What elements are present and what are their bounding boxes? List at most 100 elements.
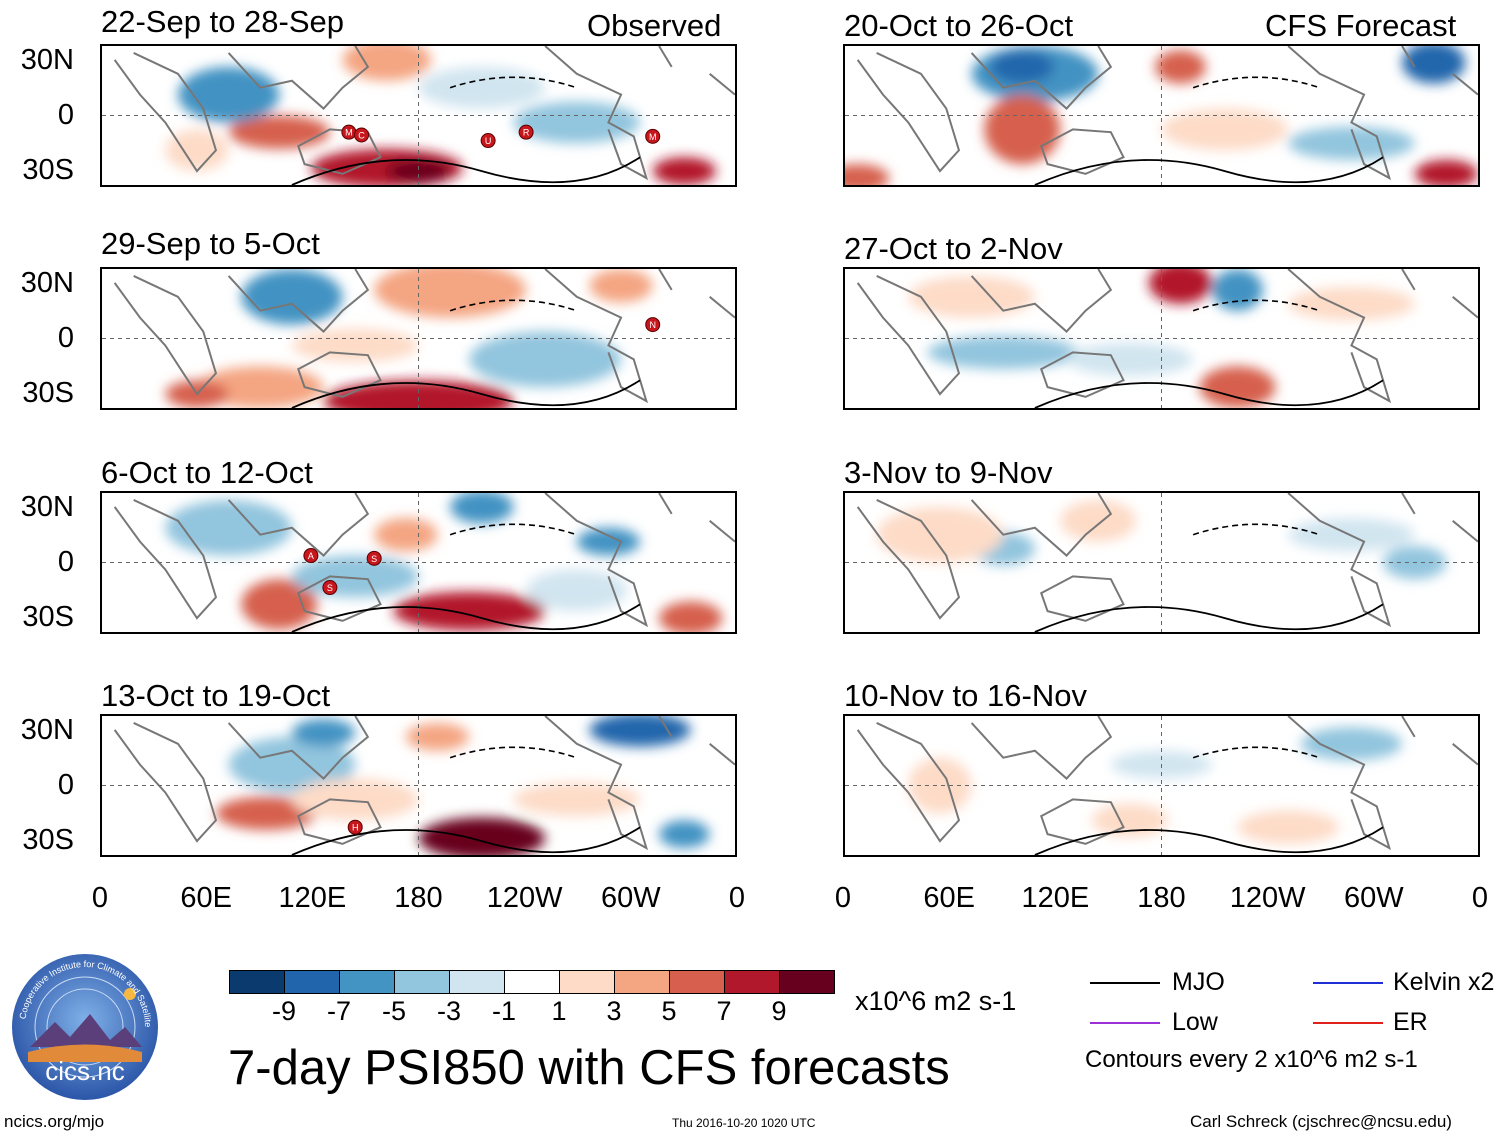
storm-label: U (485, 136, 492, 146)
legend-mjo-line (1090, 982, 1160, 984)
lat-label: 0 (57, 99, 74, 131)
anomaly-blob (323, 380, 514, 408)
anomaly-blob (845, 164, 890, 185)
anomaly-blob (927, 335, 1080, 370)
mjo-contour (291, 826, 641, 855)
footer-url[interactable]: ncics.org/mjo (4, 1112, 105, 1131)
colorbar-swatch (724, 970, 780, 994)
mjo-contour (291, 379, 641, 408)
colorbar-swatch (284, 970, 340, 994)
mjo-contour-negative (449, 76, 578, 89)
panel-title-obs-1: 22-Sep to 28-Sep (101, 4, 345, 39)
storm-marker (645, 128, 661, 144)
coastline (1040, 798, 1125, 845)
anomaly-blob (1212, 269, 1263, 311)
storm-label: H (352, 823, 359, 833)
legend-low-line (1090, 1022, 1160, 1024)
coastline (113, 275, 218, 396)
logo-text: cics.nc (45, 1056, 124, 1086)
anomaly-blob (659, 820, 710, 849)
lon-label: 60E (923, 882, 975, 914)
lon-label: 120E (278, 882, 347, 914)
colorbar-label: 5 (661, 996, 677, 1026)
lon-label: 120W (486, 882, 563, 914)
anomaly-blob (1091, 803, 1168, 837)
anomaly-blob (1148, 269, 1213, 304)
coastline (1401, 46, 1478, 96)
coastline (227, 269, 370, 333)
coastline (1040, 351, 1125, 398)
coastline (297, 798, 382, 845)
lon-label: 0 (728, 882, 746, 914)
lon-label: 0 (1471, 882, 1489, 914)
coastline (856, 52, 961, 173)
anomaly-blob (526, 569, 628, 612)
panel-title-obs-4: 13-Oct to 19-Oct (101, 678, 331, 713)
anomaly-blob (1288, 287, 1415, 321)
coastline (970, 493, 1113, 557)
storm-marker (480, 133, 496, 149)
coastline (1401, 493, 1478, 543)
anomaly-blob (196, 366, 324, 408)
forecast-map-3 (843, 491, 1480, 634)
legend-low: Low (1172, 1008, 1218, 1036)
mjo-contour-negative (1192, 299, 1321, 312)
anomaly-blob (418, 817, 546, 855)
mjo-contour-negative (449, 523, 578, 536)
storm-label: A (308, 551, 314, 561)
coastline (658, 716, 735, 766)
coastline (227, 716, 370, 780)
coastline (1040, 128, 1125, 175)
storm-marker (645, 317, 661, 333)
anomaly-blob (228, 115, 330, 149)
anomaly-blob (215, 796, 318, 830)
mjo-contour-negative (1192, 76, 1321, 89)
lat-label: 0 (57, 546, 74, 578)
panel-title-fc-4: 10-Nov to 16-Nov (844, 678, 1087, 713)
legend-er-line (1313, 1022, 1383, 1024)
coastline (227, 493, 370, 557)
lon-label: 180 (1137, 882, 1186, 914)
forecast-map-4 (843, 714, 1480, 857)
coastline (1401, 269, 1478, 319)
legend-kelvin: Kelvin x2 (1393, 968, 1495, 996)
coastline (1401, 716, 1478, 766)
mjo-contour-negative (449, 746, 578, 759)
lat-label: 30N (20, 491, 74, 523)
anomaly-blob (291, 778, 419, 821)
anomaly-blob (1199, 366, 1276, 408)
forecast-map-2 (843, 267, 1480, 410)
colorbar-label: 3 (606, 996, 622, 1026)
mjo-contour (1034, 156, 1384, 185)
anomaly-blob (386, 159, 451, 183)
lat-label: 30N (20, 714, 74, 746)
mjo-contour-negative (449, 299, 578, 312)
anomaly-blob (418, 66, 546, 109)
observed-map-4: H (100, 714, 737, 857)
colorbar-units: x10^6 m2 s-1 (855, 986, 1017, 1016)
anomaly-blob (374, 269, 527, 318)
coastline (658, 46, 735, 96)
storm-label: M (345, 128, 353, 138)
anomaly-blob (342, 46, 432, 81)
coastline (856, 499, 961, 620)
coastline (970, 269, 1113, 333)
anomaly-blob (589, 269, 653, 303)
coastline (1040, 575, 1125, 622)
anomaly-blob (1237, 810, 1339, 844)
footer-timestamp: Thu 2016-10-20 1020 UTC (672, 1116, 816, 1130)
observed-map-3: A S S (100, 491, 737, 634)
panel-title-fc-1: 20-Oct to 26-Oct (844, 8, 1074, 43)
anomaly-blob (405, 722, 470, 751)
coastline (297, 128, 382, 175)
coastline (113, 722, 218, 843)
anomaly-blob (1155, 50, 1206, 84)
observed-map-2: N (100, 267, 737, 410)
observed-heading: Observed (587, 8, 722, 43)
storm-label: C (358, 130, 365, 140)
lat-label: 30S (22, 154, 74, 186)
storm-marker (322, 580, 338, 596)
colorbar-swatch (394, 970, 450, 994)
panel-title-obs-2: 29-Sep to 5-Oct (101, 226, 320, 261)
anomaly-blob (990, 50, 1054, 84)
